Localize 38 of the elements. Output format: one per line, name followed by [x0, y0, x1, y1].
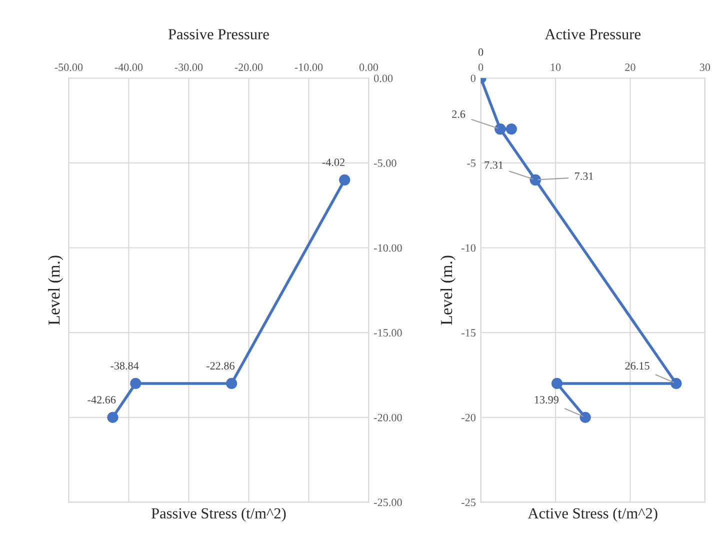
data-label: 13.99	[534, 396, 558, 404]
y-tick-label: -5.00	[374, 159, 396, 167]
y-tick-label: -10	[462, 244, 476, 252]
y-tick-label: -25	[462, 498, 476, 506]
x-axis-title: Active Stress (t/m^2)	[528, 508, 658, 522]
x-tick-label: -40.00	[114, 64, 143, 72]
y-tick-label: -15	[462, 329, 476, 337]
y-tick-label: -20	[462, 414, 476, 422]
x-tick-label: 10	[550, 64, 561, 71]
x-tick-label: 0.00	[359, 64, 378, 72]
data-label: -4.02	[322, 158, 344, 166]
x-tick-label: -20.00	[234, 64, 263, 72]
x-tick-label: -30.00	[174, 64, 203, 72]
data-label: 0	[478, 48, 484, 56]
y-tick-label: -20.00	[374, 414, 402, 422]
y-axis-title: Level (m.)	[440, 256, 456, 325]
x-tick-label: -50.00	[54, 64, 83, 72]
y-tick-label: -25.00	[374, 498, 402, 506]
x-tick-label: 20	[625, 64, 636, 71]
x-tick-label: 30	[700, 64, 710, 71]
data-label: 7.31	[575, 172, 594, 180]
x-axis-title: Passive Stress (t/m^2)	[151, 508, 286, 522]
y-tick-label: -10.00	[374, 244, 402, 252]
data-label: -38.84	[110, 362, 139, 370]
x-tick-label: 0	[478, 64, 484, 71]
y-tick-label: 0.00	[374, 74, 393, 82]
x-tick-label: -10.00	[294, 64, 323, 72]
y-axis-title: Level (m.)	[48, 256, 64, 325]
data-label: -42.66	[88, 396, 116, 404]
data-label: 26.15	[625, 362, 650, 370]
y-tick-label: -5	[467, 160, 476, 167]
chart-title: Active Pressure	[544, 29, 640, 40]
y-tick-label: 0	[470, 74, 476, 82]
chart-title: Passive Pressure	[168, 29, 269, 40]
data-label: -22.86	[206, 362, 234, 370]
data-label: 2.6	[452, 110, 466, 118]
data-label: 7.31	[484, 161, 503, 169]
y-tick-label: -15.00	[374, 329, 402, 337]
